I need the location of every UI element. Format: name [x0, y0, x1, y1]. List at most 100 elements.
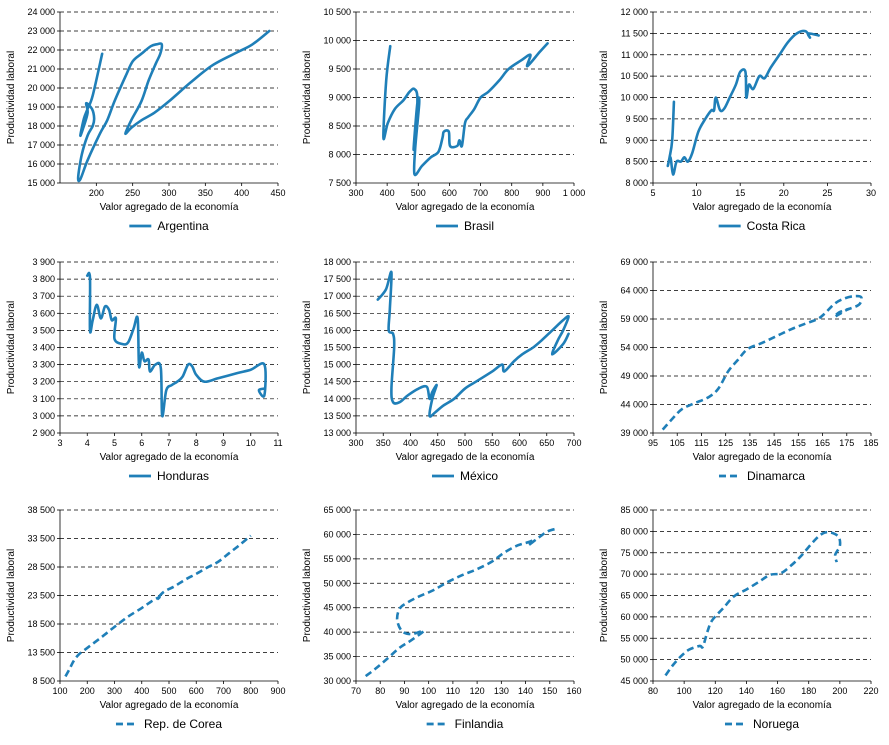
- chart-svg-noruega: 45 000 50 000 55 000 60 000 65 000 70 000 75 0…: [599, 505, 879, 731]
- y-tick-label: 14 500: [323, 377, 351, 387]
- y-tick-label: 35 000: [323, 652, 351, 662]
- y-tick-label: 39 000: [620, 428, 648, 438]
- y-tick-label: 45 000: [323, 603, 351, 613]
- legend-label: Brasil: [464, 219, 494, 233]
- x-tick-label: 1 000: [563, 188, 586, 198]
- x-axis-title: Valor agregado de la economía: [396, 452, 535, 463]
- chart-svg-brasil: 7 500 8 000 8 500 9 000 9 500 10 000 10 500 300…: [302, 7, 586, 233]
- y-tick-label: 3 500: [32, 325, 55, 335]
- chart-panel-costa-rica: 8 000 8 500 9 000 9 500 10 000 10 500 11 000 11…: [593, 0, 889, 247]
- y-tick-label: 16 000: [323, 325, 351, 335]
- x-tick-label: 7: [166, 438, 171, 448]
- x-tick-label: 150: [542, 686, 557, 696]
- y-tick-label: 80 000: [620, 526, 648, 536]
- x-tick-label: 800: [504, 188, 519, 198]
- series-line-costa-rica: [666, 29, 820, 176]
- chart-svg-costa-rica: 8 000 8 500 9 000 9 500 10 000 10 500 11 000 11…: [599, 7, 876, 233]
- y-tick-label: 17 000: [323, 291, 351, 301]
- y-tick-label: 13 000: [323, 428, 351, 438]
- y-axis-title: Productividad laboral: [599, 549, 610, 642]
- y-tick-label: 55 000: [620, 633, 648, 643]
- y-tick-label: 69 000: [620, 257, 648, 267]
- x-tick-label: 80: [375, 686, 385, 696]
- x-tick-label: 350: [376, 438, 391, 448]
- y-tick-label: 70 000: [620, 569, 648, 579]
- y-tick-label: 14 000: [323, 394, 351, 404]
- x-tick-label: 70: [351, 686, 361, 696]
- y-tick-label: 16 500: [323, 308, 351, 318]
- y-tick-label: 40 000: [323, 627, 351, 637]
- y-tick-label: 44 000: [620, 400, 648, 410]
- x-tick-label: 185: [863, 438, 878, 448]
- x-tick-label: 175: [839, 438, 854, 448]
- x-tick-label: 700: [473, 188, 488, 198]
- series-line-honduras: [85, 271, 267, 418]
- chart-panel-honduras: 2 900 3 000 3 100 3 200 3 300 3 400 3 500 3 600…: [0, 250, 296, 497]
- y-tick-label: 10 000: [620, 93, 648, 103]
- legend-label: Honduras: [157, 469, 209, 483]
- x-tick-label: 160: [770, 686, 785, 696]
- x-tick-label: 500: [457, 438, 472, 448]
- x-tick-label: 400: [403, 438, 418, 448]
- chart-panel-mexico: 13 000 13 500 14 000 14 500 15 000 15 500 16 0…: [296, 250, 592, 497]
- x-tick-label: 200: [832, 686, 847, 696]
- y-tick-label: 54 000: [620, 343, 648, 353]
- x-tick-label: 200: [89, 188, 104, 198]
- y-tick-label: 8 500: [625, 157, 648, 167]
- y-tick-label: 49 000: [620, 371, 648, 381]
- series-line-dinamarca: [661, 294, 863, 431]
- chart-panel-argentina: 15 000 16 000 17 000 18 000 19 000 20 000 21 0…: [0, 0, 296, 247]
- series-line-argentina: [76, 29, 271, 183]
- y-tick-label: 64 000: [620, 286, 648, 296]
- y-tick-label: 17 500: [323, 274, 351, 284]
- x-tick-label: 30: [866, 188, 876, 198]
- y-tick-label: 33 500: [27, 534, 55, 544]
- y-tick-label: 18 000: [27, 121, 55, 131]
- x-tick-label: 110: [446, 686, 460, 696]
- x-axis-title: Valor agregado de la economía: [693, 452, 832, 463]
- y-tick-label: 3 700: [32, 291, 55, 301]
- x-axis-title: Valor agregado de la economía: [396, 202, 535, 213]
- y-tick-label: 85 000: [620, 505, 648, 515]
- x-tick-label: 125: [718, 438, 733, 448]
- x-tick-label: 10: [246, 438, 256, 448]
- legend-label: Finlandia: [455, 717, 504, 731]
- x-tick-label: 5: [112, 438, 117, 448]
- y-tick-label: 9 500: [625, 114, 648, 124]
- y-tick-label: 60 000: [323, 529, 351, 539]
- x-tick-label: 450: [430, 438, 445, 448]
- chart-panel-dinamarca: 39 000 44 000 49 000 54 000 59 000 64 000 69 0…: [593, 250, 889, 497]
- x-tick-label: 4: [85, 438, 90, 448]
- series-line-brasil: [382, 42, 549, 177]
- y-tick-label: 59 000: [620, 314, 648, 324]
- y-tick-label: 18 000: [323, 257, 351, 267]
- y-tick-label: 10 000: [323, 36, 351, 46]
- y-tick-label: 13 500: [323, 411, 351, 421]
- x-tick-label: 90: [399, 686, 409, 696]
- y-tick-label: 3 800: [32, 274, 55, 284]
- x-tick-label: 800: [243, 686, 258, 696]
- y-tick-label: 3 300: [32, 360, 55, 370]
- x-tick-label: 100: [677, 686, 692, 696]
- y-axis-title: Productividad laboral: [599, 51, 610, 144]
- x-tick-label: 400: [134, 686, 149, 696]
- y-axis-title: Productividad laboral: [302, 549, 313, 642]
- x-tick-label: 500: [161, 686, 176, 696]
- y-tick-label: 10 500: [620, 71, 648, 81]
- series-line-mexico: [376, 270, 570, 418]
- x-tick-label: 600: [512, 438, 527, 448]
- x-tick-label: 450: [270, 188, 285, 198]
- y-tick-label: 16 000: [27, 159, 55, 169]
- y-tick-label: 65 000: [620, 591, 648, 601]
- x-tick-label: 20: [779, 188, 789, 198]
- x-tick-label: 220: [863, 686, 878, 696]
- y-tick-label: 3 600: [32, 308, 55, 318]
- series-line-rep-de-corea: [64, 534, 252, 678]
- x-tick-label: 300: [107, 686, 122, 696]
- x-tick-label: 155: [791, 438, 806, 448]
- x-tick-label: 500: [411, 188, 426, 198]
- series-line-noruega: [664, 530, 842, 677]
- y-tick-label: 8 500: [328, 121, 351, 131]
- x-tick-label: 10: [692, 188, 702, 198]
